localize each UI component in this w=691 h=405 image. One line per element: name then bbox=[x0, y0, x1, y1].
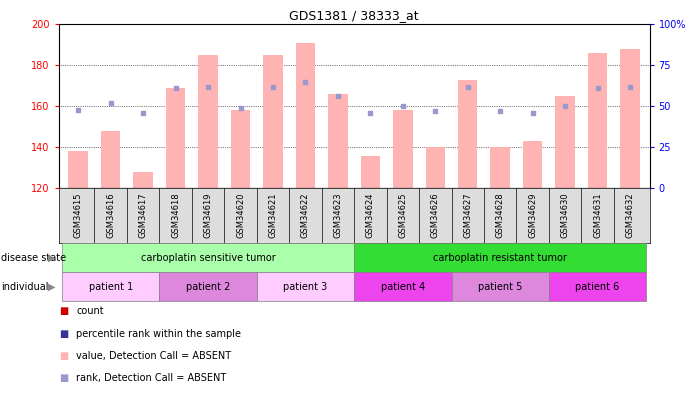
Text: GSM34628: GSM34628 bbox=[495, 193, 504, 239]
Text: GSM34624: GSM34624 bbox=[366, 193, 375, 239]
Bar bbox=[101, 131, 120, 188]
Text: disease state: disease state bbox=[1, 253, 66, 262]
Text: GSM34623: GSM34623 bbox=[333, 193, 343, 239]
Bar bbox=[458, 80, 477, 188]
Text: ▶: ▶ bbox=[48, 253, 55, 262]
Point bbox=[527, 110, 538, 116]
Point bbox=[267, 83, 278, 90]
Point bbox=[235, 105, 246, 111]
Bar bbox=[166, 88, 185, 188]
Text: count: count bbox=[76, 307, 104, 316]
Bar bbox=[556, 96, 575, 188]
Bar bbox=[523, 141, 542, 188]
Text: GSM34620: GSM34620 bbox=[236, 193, 245, 239]
Text: GSM34622: GSM34622 bbox=[301, 193, 310, 239]
Text: GSM34618: GSM34618 bbox=[171, 193, 180, 239]
Bar bbox=[361, 156, 380, 188]
Bar bbox=[296, 43, 315, 188]
Bar bbox=[426, 147, 445, 188]
Point bbox=[170, 85, 181, 92]
Text: patient 5: patient 5 bbox=[478, 282, 522, 292]
Bar bbox=[393, 111, 413, 188]
Text: carboplatin sensitive tumor: carboplatin sensitive tumor bbox=[141, 253, 276, 262]
Text: GSM34617: GSM34617 bbox=[139, 193, 148, 239]
Text: GSM34626: GSM34626 bbox=[430, 193, 439, 239]
Point bbox=[105, 100, 116, 106]
Title: GDS1381 / 38333_at: GDS1381 / 38333_at bbox=[290, 9, 419, 22]
Point bbox=[300, 79, 311, 85]
Text: GSM34627: GSM34627 bbox=[463, 193, 472, 239]
Point bbox=[138, 110, 149, 116]
Text: GSM34630: GSM34630 bbox=[560, 193, 569, 239]
Bar bbox=[231, 111, 250, 188]
Point bbox=[625, 83, 636, 90]
Bar bbox=[263, 55, 283, 188]
Bar bbox=[133, 172, 153, 188]
Bar bbox=[491, 147, 510, 188]
Text: GSM34625: GSM34625 bbox=[398, 193, 407, 239]
Text: GSM34616: GSM34616 bbox=[106, 193, 115, 239]
Text: rank, Detection Call = ABSENT: rank, Detection Call = ABSENT bbox=[76, 373, 226, 383]
Point bbox=[495, 108, 506, 115]
Text: ■: ■ bbox=[59, 351, 68, 361]
Text: individual: individual bbox=[1, 282, 48, 292]
Text: patient 6: patient 6 bbox=[576, 282, 620, 292]
Point bbox=[592, 85, 603, 92]
Bar bbox=[588, 53, 607, 188]
Text: carboplatin resistant tumor: carboplatin resistant tumor bbox=[433, 253, 567, 262]
Text: GSM34621: GSM34621 bbox=[269, 193, 278, 239]
Point bbox=[202, 83, 214, 90]
Text: patient 1: patient 1 bbox=[88, 282, 133, 292]
Text: GSM34631: GSM34631 bbox=[593, 193, 602, 239]
Text: ■: ■ bbox=[59, 329, 68, 339]
Point bbox=[560, 103, 571, 110]
Text: ■: ■ bbox=[59, 373, 68, 383]
Text: patient 3: patient 3 bbox=[283, 282, 328, 292]
Point bbox=[430, 108, 441, 115]
Text: value, Detection Call = ABSENT: value, Detection Call = ABSENT bbox=[76, 351, 231, 361]
Bar bbox=[621, 49, 640, 188]
Text: GSM34629: GSM34629 bbox=[528, 193, 537, 239]
Point bbox=[397, 103, 408, 110]
Text: percentile rank within the sample: percentile rank within the sample bbox=[76, 329, 241, 339]
Bar bbox=[68, 151, 88, 188]
Point bbox=[365, 110, 376, 116]
Point bbox=[73, 107, 84, 113]
Text: patient 4: patient 4 bbox=[381, 282, 425, 292]
Bar bbox=[328, 94, 348, 188]
Bar bbox=[198, 55, 218, 188]
Point bbox=[462, 83, 473, 90]
Text: GSM34619: GSM34619 bbox=[204, 193, 213, 239]
Text: patient 2: patient 2 bbox=[186, 282, 230, 292]
Text: GSM34632: GSM34632 bbox=[625, 193, 634, 239]
Text: ■: ■ bbox=[59, 307, 68, 316]
Point bbox=[332, 93, 343, 100]
Text: GSM34615: GSM34615 bbox=[74, 193, 83, 239]
Text: ▶: ▶ bbox=[48, 282, 55, 292]
